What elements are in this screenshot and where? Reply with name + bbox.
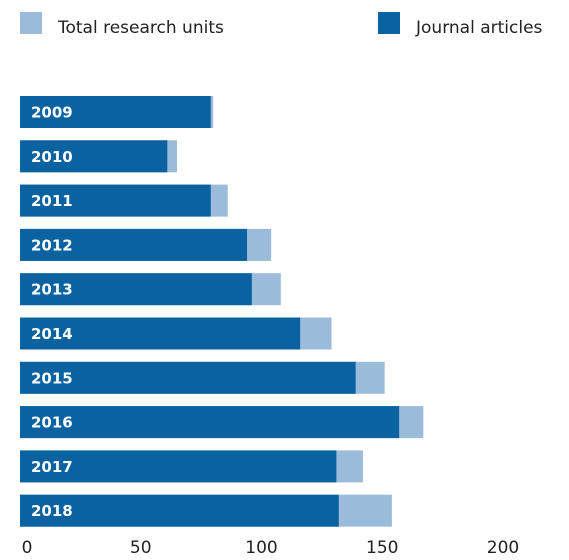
category-label: 2016 bbox=[31, 414, 73, 432]
category-label: 2013 bbox=[31, 281, 73, 299]
x-tick-label: 50 bbox=[130, 538, 152, 558]
x-tick-label: 150 bbox=[366, 538, 398, 558]
bar bbox=[20, 96, 211, 128]
bar bbox=[20, 140, 168, 173]
category-label: 2017 bbox=[31, 458, 73, 476]
legend-swatch bbox=[20, 12, 42, 34]
category-label: 2012 bbox=[31, 236, 73, 254]
bar bbox=[20, 406, 400, 439]
x-tick-label: 100 bbox=[245, 538, 277, 558]
category-label: 2011 bbox=[31, 192, 73, 210]
bar bbox=[20, 361, 356, 394]
x-tick-label: 0 bbox=[22, 538, 33, 558]
bar bbox=[20, 228, 248, 261]
category-label: 2009 bbox=[31, 104, 73, 122]
legend-label: Journal articles bbox=[415, 18, 543, 38]
bar bbox=[20, 494, 339, 527]
bar bbox=[20, 273, 252, 306]
legend-label: Total research units bbox=[57, 18, 224, 38]
bar bbox=[20, 184, 211, 217]
bar bbox=[20, 450, 337, 483]
category-label: 2018 bbox=[31, 502, 73, 520]
bar bbox=[20, 317, 301, 350]
category-label: 2010 bbox=[31, 148, 73, 166]
category-label: 2015 bbox=[31, 369, 73, 387]
category-label: 2014 bbox=[31, 325, 73, 343]
legend-swatch bbox=[378, 12, 400, 34]
x-tick-label: 200 bbox=[487, 538, 519, 558]
